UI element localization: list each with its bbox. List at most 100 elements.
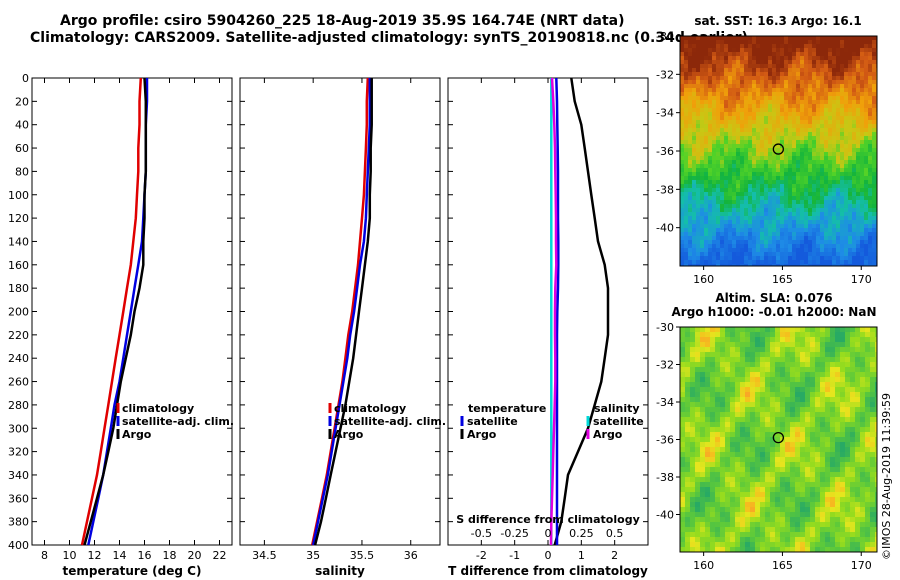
legend-label: satellite (593, 415, 644, 428)
series-line-s-satellite (555, 77, 560, 545)
y-tick-label: 80 (15, 165, 29, 178)
lon-tick-label: 160 (693, 559, 714, 572)
lon-tick-label: 170 (851, 559, 872, 572)
map-sst-map: -30 -32 -34 -36 -38 -40 160 165 170 sat. SST: 16.… (656, 14, 878, 286)
series-line-t-argo (553, 77, 610, 546)
lat-tick-label: -40 (656, 222, 674, 235)
y-tick-label: 20 (15, 95, 29, 108)
lat-tick-label: -32 (656, 68, 674, 81)
sla-field (680, 327, 877, 552)
y-tick-label: 40 (15, 119, 29, 132)
lat-tick-label: -40 (656, 509, 674, 522)
legend-label: satellite (467, 415, 518, 428)
x-axis-label: temperature (deg C) (63, 564, 202, 578)
lat-tick-label: -38 (656, 183, 674, 196)
argo-position-marker (772, 143, 784, 155)
series-line-s-argo (549, 77, 558, 546)
lat-tick-label: -30 (656, 30, 674, 43)
s-diff-tick-label: 0.25 (569, 527, 594, 540)
s-diff-tick-label: -0.5 (471, 527, 492, 540)
legend-label: Argo (593, 428, 623, 441)
y-tick-label: 140 (8, 235, 29, 248)
x-tick-label: 16 (138, 549, 152, 562)
x-axis-label: T difference from climatology (448, 564, 648, 578)
s-diff-tick-label: 0.5 (606, 527, 624, 540)
x-tick-label: 12 (88, 549, 102, 562)
lon-tick-label: 165 (772, 273, 793, 286)
legend-label: climatology (122, 402, 194, 415)
y-tick-label: 360 (8, 492, 29, 505)
y-tick-label: 180 (8, 282, 29, 295)
series-line-climatology (80, 77, 143, 546)
y-tick-label: 280 (8, 399, 29, 412)
lat-tick-label: -34 (656, 107, 674, 120)
sla-map-title-line1: Altim. SLA: 0.076 (715, 291, 832, 305)
y-tick-label: 120 (8, 212, 29, 225)
panel-temperature-profile: 0 20 40 60 80 100 120 140 160 180 200 220 240 260 280 3… (8, 72, 234, 578)
s-diff-tick-label: 0 (545, 527, 552, 540)
y-tick-label: 100 (8, 189, 29, 202)
series-line-satellite-adj-clim- (311, 78, 372, 546)
x-tick-label: 2 (611, 549, 618, 562)
x-axis-label-salinity-diff: S difference from climatology (456, 513, 640, 526)
y-tick-label: 400 (8, 539, 29, 552)
y-tick-label: 240 (8, 352, 29, 365)
legend-label: satellite-adj. clim. (122, 415, 234, 428)
x-tick-label: 1 (578, 549, 585, 562)
x-tick-label: 14 (113, 549, 127, 562)
panel-difference-profile: -2 -1 0 1 2 T difference from climatology S di… (447, 77, 649, 578)
x-tick-label: 18 (163, 549, 177, 562)
map-sla-map: -30 -32 -34 -36 -38 -40 160 165 170 Altim. SLA: 0… (656, 291, 878, 572)
lat-tick-label: -30 (656, 321, 674, 334)
lat-tick-label: -36 (656, 145, 674, 158)
x-axis-label: salinity (315, 564, 365, 578)
legend-label: Argo (122, 428, 152, 441)
argo-position-marker (772, 431, 784, 444)
panel-salinity-profile: 34.5 35 35.5 36 salinity climatologysatellite… (239, 77, 446, 578)
y-tick-label: 60 (15, 142, 29, 155)
figure-title-line1: Argo profile: csiro 5904260_225 18-Aug-2… (60, 13, 625, 29)
y-tick-label: 200 (8, 306, 29, 319)
x-tick-label: -2 (476, 549, 487, 562)
x-tick-label: 36 (404, 549, 418, 562)
figure-title-line2: Climatology: CARS2009. Satellite-adjuste… (30, 30, 748, 46)
legend-title-salinity: salinity (594, 402, 640, 415)
y-tick-label: 340 (8, 469, 29, 482)
lon-tick-label: 170 (851, 273, 872, 286)
x-tick-label: 35 (306, 549, 320, 562)
lat-tick-label: -34 (656, 396, 674, 409)
plot-frame (447, 77, 649, 546)
sst-map-title: sat. SST: 16.3 Argo: 16.1 (694, 14, 861, 28)
lat-tick-label: -36 (656, 434, 674, 447)
x-tick-label: 22 (213, 549, 227, 562)
x-tick-label: 34.5 (252, 549, 277, 562)
x-tick-label: 10 (63, 549, 77, 562)
legend-label: climatology (334, 402, 406, 415)
y-tick-label: 220 (8, 329, 29, 342)
s-diff-tick-label: -0.25 (500, 527, 528, 540)
x-tick-label: 0 (545, 549, 552, 562)
y-tick-label: 0 (22, 72, 29, 85)
sst-field (680, 36, 877, 266)
legend-label: Argo (467, 428, 497, 441)
lon-tick-label: 160 (693, 273, 714, 286)
legend-label: Argo (334, 428, 364, 441)
lat-tick-label: -32 (656, 359, 674, 372)
lat-tick-label: -38 (656, 471, 674, 484)
legend-title-temperature: temperature (468, 402, 546, 415)
legend-label: satellite-adj. clim. (334, 415, 446, 428)
series-line-argo (313, 78, 373, 546)
x-tick-label: 20 (188, 549, 202, 562)
y-tick-label: 160 (8, 259, 29, 272)
plot-frame (239, 77, 441, 546)
x-tick-label: 35.5 (350, 549, 375, 562)
copyright-timestamp: ©IMOS 28-Aug-2019 11:39:59 (880, 393, 893, 560)
y-tick-label: 380 (8, 516, 29, 529)
x-tick-label: -1 (509, 549, 520, 562)
lon-tick-label: 165 (772, 559, 793, 572)
y-tick-label: 260 (8, 376, 29, 389)
x-tick-label: 8 (41, 549, 48, 562)
sla-map-title-line2: Argo h1000: -0.01 h2000: NaN (671, 305, 876, 319)
y-tick-label: 320 (8, 446, 29, 459)
